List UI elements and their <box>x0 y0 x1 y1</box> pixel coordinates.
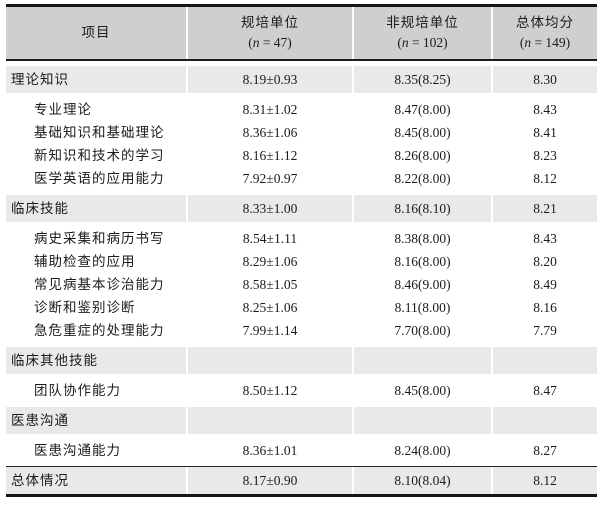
row-value: 7.92±0.97 <box>242 171 298 186</box>
row-value: 8.16±1.12 <box>242 148 298 163</box>
row-label: 团队协作能力 <box>34 383 121 398</box>
row-value: 8.30 <box>493 66 597 93</box>
row-value: 8.23 <box>533 148 557 163</box>
table-row: 团队协作能力 8.50±1.12 8.45(8.00) 8.47 <box>6 379 597 402</box>
row-label: 医学英语的应用能力 <box>34 171 165 186</box>
results-table: 项目 规培单位 (n = 47) 非规培单位 (n = 102) 总体均分 (n… <box>6 4 597 497</box>
row-value: 8.20 <box>533 254 557 269</box>
table-row: 基础知识和基础理论 8.36±1.06 8.45(8.00) 8.41 <box>6 121 597 144</box>
column-header-label: 总体均分 <box>516 15 574 31</box>
row-label: 病史采集和病历书写 <box>34 231 165 246</box>
row-value: 8.43 <box>533 102 557 117</box>
row-value <box>493 347 597 374</box>
column-header-standardized-unit: 规培单位 (n = 47) <box>188 7 352 59</box>
row-value <box>354 347 491 374</box>
table-row: 病史采集和病历书写 8.54±1.11 8.38(8.00) 8.43 <box>6 227 597 250</box>
row-value <box>493 407 597 434</box>
table-row: 新知识和技术的学习 8.16±1.12 8.26(8.00) 8.23 <box>6 144 597 167</box>
table-row: 常见病基本诊治能力 8.58±1.05 8.46(9.00) 8.49 <box>6 273 597 296</box>
table-row: 辅助检查的应用 8.29±1.06 8.16(8.00) 8.20 <box>6 250 597 273</box>
row-label: 急危重症的处理能力 <box>34 323 165 338</box>
row-value: 8.47 <box>533 383 557 398</box>
row-value: 8.22(8.00) <box>394 171 451 186</box>
table-row: 医患沟通 <box>6 407 597 434</box>
table-body: 理论知识 8.19±0.93 8.35(8.25) 8.30 专业理论 8.31±1.02… <box>6 66 597 494</box>
row-value: 7.99±1.14 <box>242 323 298 338</box>
row-value: 8.16 <box>533 300 557 315</box>
column-header-n: (n = 47) <box>248 35 292 50</box>
table-row: 总体情况 8.17±0.90 8.10(8.04) 8.12 <box>6 466 597 494</box>
row-value: 7.79 <box>533 323 557 338</box>
row-label: 理论知识 <box>6 66 186 93</box>
row-value <box>188 347 352 374</box>
row-label: 医患沟通能力 <box>34 443 121 458</box>
column-header-n: (n = 102) <box>397 35 448 50</box>
table-row: 急危重症的处理能力 7.99±1.14 7.70(8.00) 7.79 <box>6 319 597 342</box>
row-label: 专业理论 <box>34 102 92 117</box>
row-value: 8.33±1.00 <box>188 195 352 222</box>
row-value: 8.27 <box>533 443 557 458</box>
table-row: 医患沟通能力 8.36±1.01 8.24(8.00) 8.27 <box>6 439 597 462</box>
table-row: 临床其他技能 <box>6 347 597 374</box>
row-value: 8.29±1.06 <box>242 254 298 269</box>
row-value <box>188 407 352 434</box>
row-value: 8.19±0.93 <box>188 66 352 93</box>
row-value: 8.25±1.06 <box>242 300 298 315</box>
column-header-label: 非规培单位 <box>386 15 459 31</box>
row-value: 8.49 <box>533 277 557 292</box>
row-value: 7.70(8.00) <box>394 323 451 338</box>
row-label: 总体情况 <box>6 467 186 494</box>
row-label: 新知识和技术的学习 <box>34 148 165 163</box>
row-value: 8.21 <box>493 195 597 222</box>
row-value: 8.11(8.00) <box>394 300 451 315</box>
row-value: 8.58±1.05 <box>242 277 298 292</box>
table-row: 专业理论 8.31±1.02 8.47(8.00) 8.43 <box>6 98 597 121</box>
column-header-label: 规培单位 <box>241 15 299 31</box>
row-value: 8.36±1.06 <box>242 125 298 140</box>
table-row: 理论知识 8.19±0.93 8.35(8.25) 8.30 <box>6 66 597 93</box>
table-row: 诊断和鉴别诊断 8.25±1.06 8.11(8.00) 8.16 <box>6 296 597 319</box>
column-header-item: 项目 <box>6 7 186 59</box>
row-value: 8.41 <box>533 125 557 140</box>
row-value: 8.24(8.00) <box>394 443 451 458</box>
row-value: 8.45(8.00) <box>394 383 451 398</box>
row-value <box>354 407 491 434</box>
row-value: 8.45(8.00) <box>394 125 451 140</box>
row-value: 8.26(8.00) <box>394 148 451 163</box>
row-value: 8.17±0.90 <box>188 467 352 494</box>
column-header-n: (n = 149) <box>519 35 571 50</box>
row-value: 8.31±1.02 <box>242 102 298 117</box>
row-label: 临床其他技能 <box>6 347 186 374</box>
row-value: 8.46(9.00) <box>394 277 451 292</box>
row-value: 8.47(8.00) <box>394 102 451 117</box>
row-value: 8.16(8.00) <box>394 254 451 269</box>
row-value: 8.43 <box>533 231 557 246</box>
column-header-label: 项目 <box>81 25 111 41</box>
row-value: 8.54±1.11 <box>242 231 298 246</box>
row-value: 8.36±1.01 <box>242 443 298 458</box>
row-value: 8.35(8.25) <box>354 66 491 93</box>
row-value: 8.12 <box>533 171 557 186</box>
column-header-non-standardized-unit: 非规培单位 (n = 102) <box>354 7 491 59</box>
row-label: 临床技能 <box>6 195 186 222</box>
row-label: 常见病基本诊治能力 <box>34 277 165 292</box>
table-header-row: 项目 规培单位 (n = 47) 非规培单位 (n = 102) 总体均分 (n… <box>6 7 597 61</box>
row-value: 8.10(8.04) <box>354 467 491 494</box>
column-header-overall-mean: 总体均分 (n = 149) <box>493 7 597 59</box>
table-row: 临床技能 8.33±1.00 8.16(8.10) 8.21 <box>6 195 597 222</box>
row-label: 辅助检查的应用 <box>34 254 136 269</box>
row-value: 8.38(8.00) <box>394 231 451 246</box>
row-value: 8.16(8.10) <box>354 195 491 222</box>
row-value: 8.50±1.12 <box>242 383 298 398</box>
row-label: 基础知识和基础理论 <box>34 125 165 140</box>
row-value: 8.12 <box>493 467 597 494</box>
row-label: 诊断和鉴别诊断 <box>34 300 136 315</box>
table-row: 医学英语的应用能力 7.92±0.97 8.22(8.00) 8.12 <box>6 167 597 190</box>
row-label: 医患沟通 <box>6 407 186 434</box>
